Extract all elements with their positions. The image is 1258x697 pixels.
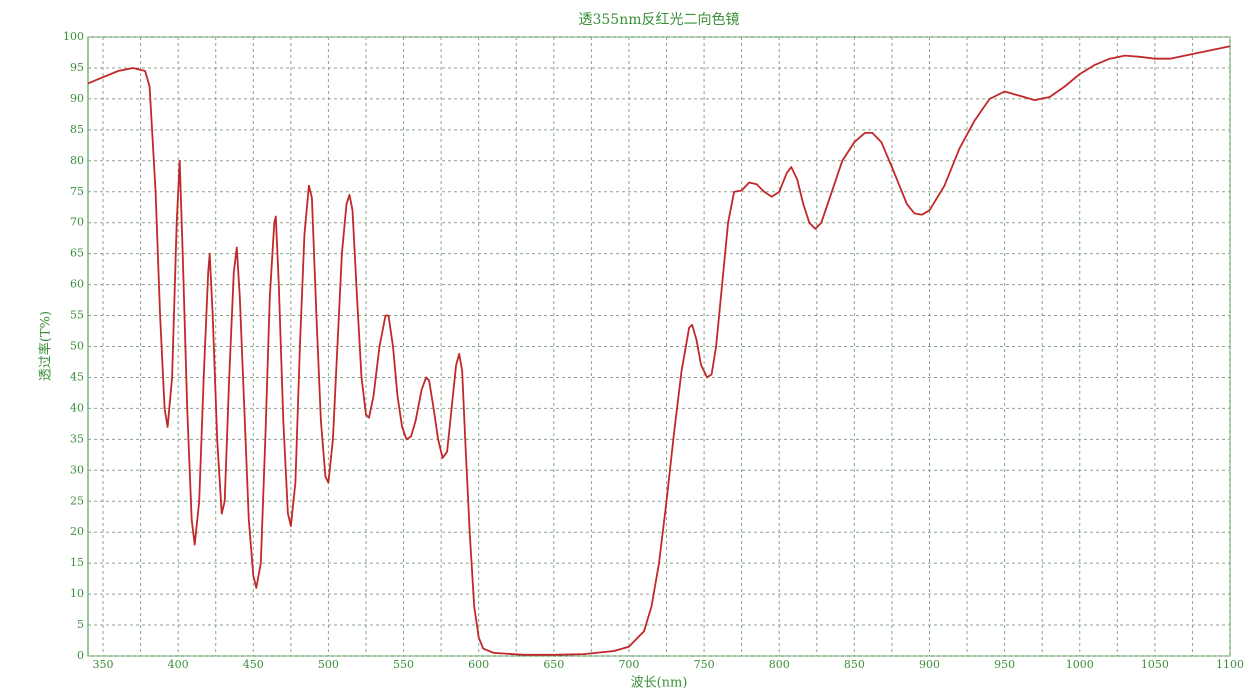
x-tick-label: 800 <box>769 658 790 671</box>
x-tick-label: 700 <box>618 658 639 671</box>
x-tick-label: 1100 <box>1216 658 1244 671</box>
x-tick-label: 350 <box>93 658 114 671</box>
x-tick-label: 850 <box>844 658 865 671</box>
y-tick-label: 55 <box>70 309 84 322</box>
x-tick-label: 650 <box>543 658 564 671</box>
x-tick-label: 450 <box>243 658 264 671</box>
x-tick-label: 500 <box>318 658 339 671</box>
x-tick-label: 1050 <box>1141 658 1169 671</box>
y-tick-label: 95 <box>70 61 84 74</box>
y-tick-label: 80 <box>70 154 84 167</box>
y-tick-label: 65 <box>70 247 84 260</box>
y-tick-label: 60 <box>70 278 84 291</box>
y-tick-label: 30 <box>70 463 84 476</box>
y-tick-label: 10 <box>70 587 84 600</box>
x-tick-label: 400 <box>168 658 189 671</box>
x-tick-label: 1000 <box>1066 658 1094 671</box>
x-tick-label: 750 <box>694 658 715 671</box>
y-tick-label: 35 <box>70 432 84 445</box>
y-tick-label: 0 <box>77 649 84 662</box>
y-tick-label: 50 <box>70 340 84 353</box>
y-tick-label: 5 <box>77 618 84 631</box>
x-tick-label: 550 <box>393 658 414 671</box>
y-axis-label: 透过率(T%) <box>38 311 54 381</box>
y-tick-label: 70 <box>70 216 84 229</box>
y-tick-label: 20 <box>70 525 84 538</box>
x-tick-label: 950 <box>994 658 1015 671</box>
chart-title: 透355nm反红光二向色镜 <box>578 11 739 28</box>
y-tick-label: 15 <box>70 556 84 569</box>
y-tick-label: 100 <box>63 30 84 43</box>
y-tick-label: 90 <box>70 92 84 105</box>
y-tick-label: 85 <box>70 123 84 136</box>
y-tick-label: 75 <box>70 185 84 198</box>
x-tick-label: 900 <box>919 658 940 671</box>
x-axis-label: 波长(nm) <box>631 676 688 691</box>
y-tick-label: 25 <box>70 494 84 507</box>
x-tick-label: 600 <box>468 658 489 671</box>
y-tick-label: 45 <box>70 370 84 383</box>
y-tick-label: 40 <box>70 401 84 414</box>
data-line <box>87 45 1231 656</box>
